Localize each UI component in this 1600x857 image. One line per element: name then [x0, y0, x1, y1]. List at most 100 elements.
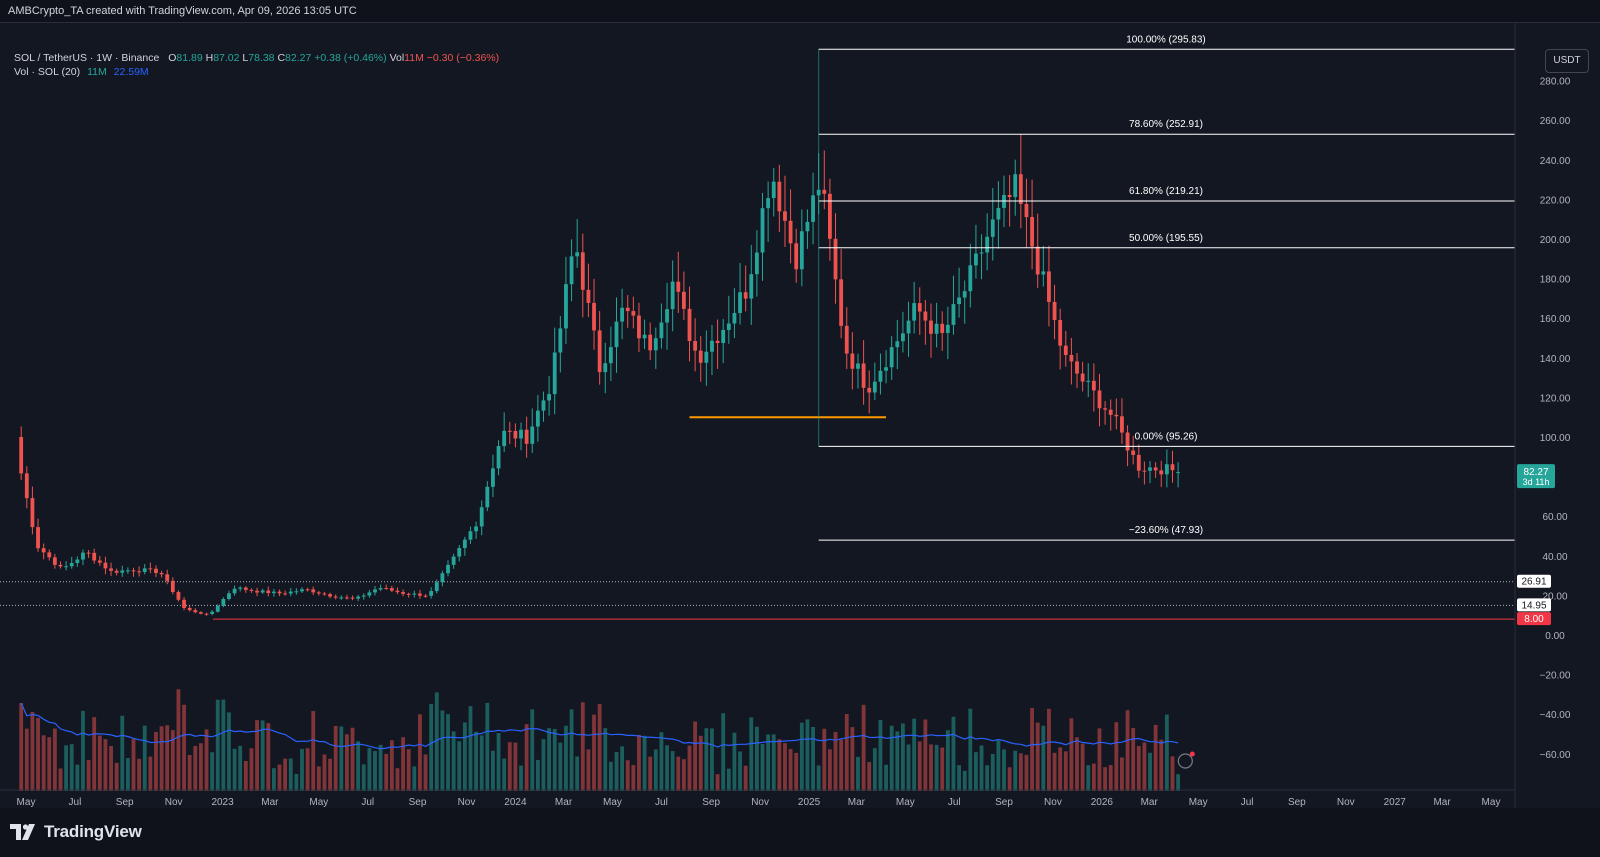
price-marker-box[interactable]	[1517, 598, 1551, 612]
candle	[474, 521, 478, 539]
legend-symbol[interactable]: SOL / TetherUS · 1W · Binance	[14, 52, 160, 64]
candle	[968, 243, 973, 308]
candle	[120, 565, 125, 577]
time-tick-label: May	[896, 797, 915, 808]
price-tick-label: 0.00	[1545, 631, 1565, 642]
volume-bar	[52, 728, 57, 791]
volume-bar	[693, 721, 698, 791]
candle	[187, 605, 192, 612]
fibonacci-retracement[interactable]: 100.00% (295.83) 78.60% (252.91) 61.80% (2…	[818, 34, 1515, 541]
candle	[227, 590, 231, 601]
volume-bar	[103, 739, 108, 791]
volume-bar	[125, 757, 130, 791]
chart-frame[interactable]: 100.00% (295.83) 78.60% (252.91) 61.80% (2…	[0, 22, 1600, 810]
time-tick-label: Jul	[69, 797, 82, 808]
candle	[513, 423, 518, 448]
volume-bar	[339, 726, 344, 791]
legend-vol-ma-value1: 11M	[87, 66, 107, 78]
volume-bar	[496, 733, 501, 791]
candle	[485, 481, 490, 512]
volume-bar	[1069, 718, 1074, 791]
volume-bar	[934, 744, 939, 791]
candle	[210, 610, 215, 616]
volume-bar	[221, 699, 226, 791]
legend-volume-row: Vol · SOL (20) 11M 22.59M	[14, 65, 499, 79]
volume-bar	[889, 725, 894, 791]
price-tick-label: −20.00	[1540, 671, 1571, 682]
candle	[659, 303, 664, 349]
volume-bar	[266, 723, 271, 791]
volume-bar	[749, 717, 754, 791]
volume-bar	[710, 728, 714, 791]
candle	[586, 263, 591, 318]
time-tick-label: Mar	[261, 797, 279, 808]
replay-icon[interactable]	[1177, 753, 1193, 769]
candle	[1142, 461, 1147, 485]
candle	[788, 189, 793, 264]
candle	[620, 288, 625, 340]
volume-bar	[996, 740, 1001, 791]
candle	[732, 288, 737, 339]
volume-bar	[917, 741, 922, 791]
candle	[103, 556, 108, 575]
price-chart[interactable]: 100.00% (295.83) 78.60% (252.91) 61.80% (2…	[0, 23, 1600, 809]
price-marker-box[interactable]	[1517, 574, 1551, 588]
volume-bar	[294, 773, 299, 791]
time-tick-label: Sep	[116, 797, 134, 808]
volume-bar	[872, 748, 877, 791]
candle	[524, 416, 529, 458]
current-price-box[interactable]	[1517, 464, 1555, 489]
candle	[1035, 213, 1040, 288]
candle	[979, 234, 984, 280]
currency-button[interactable]: USDT	[1545, 49, 1589, 73]
volume-bar	[878, 719, 883, 791]
candle	[283, 590, 288, 596]
candle	[799, 209, 804, 287]
volume-bar	[558, 742, 563, 791]
current-price-label: 82.27	[1523, 467, 1548, 478]
candle	[794, 228, 799, 283]
candle	[412, 590, 417, 598]
candle	[934, 302, 939, 348]
time-tick-label: Jul	[1241, 797, 1254, 808]
legend-high-label: H	[205, 52, 214, 64]
candle	[243, 586, 248, 593]
candle	[642, 319, 647, 350]
price-marker-box[interactable]	[1517, 612, 1551, 626]
candle	[300, 587, 304, 593]
candle	[1125, 425, 1130, 467]
volume-bar	[182, 704, 186, 791]
volume-bar	[665, 745, 669, 791]
volume-bar	[827, 749, 832, 791]
candle	[827, 178, 832, 261]
time-tick-label: Sep	[995, 797, 1013, 808]
time-tick-label: Nov	[165, 797, 183, 808]
candle	[895, 319, 900, 370]
legend-vol-ma-value2: 22.59M	[113, 66, 149, 78]
candle	[305, 587, 310, 592]
volume-bar	[698, 735, 703, 791]
volume-bar	[328, 758, 332, 791]
candle	[277, 589, 282, 597]
volume-bar	[446, 714, 450, 791]
time-tick-label: Sep	[702, 797, 720, 808]
tradingview-logo[interactable]: TradingView	[10, 822, 142, 842]
price-tick-label: 220.00	[1540, 195, 1571, 206]
volume-bar	[434, 692, 439, 791]
candle	[418, 589, 422, 599]
axes[interactable]: 280.00 260.00 240.00 220.00 200.00 180.00 160.…	[0, 23, 1571, 809]
volume-bar	[1120, 757, 1124, 791]
volume-bar	[816, 765, 821, 791]
candle	[603, 342, 608, 394]
candle	[519, 422, 523, 451]
volume-bar	[637, 734, 641, 791]
candle	[97, 556, 102, 566]
volume-bar	[552, 728, 557, 791]
candle	[193, 608, 198, 614]
volume-bar	[794, 752, 799, 791]
price-tick-label: 180.00	[1540, 275, 1571, 286]
candle	[137, 566, 142, 577]
legend-vol-ma-label[interactable]: Vol · SOL (20)	[14, 66, 81, 78]
legend-change: +0.38 (+0.46%)	[314, 52, 387, 64]
volume-bar	[642, 735, 647, 791]
